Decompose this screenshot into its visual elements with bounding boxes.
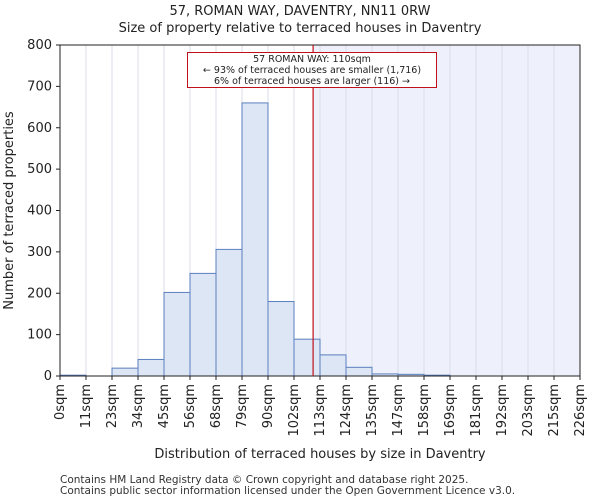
- x-tick-label: 113sqm: [313, 384, 328, 437]
- histogram-bar: [345, 366, 373, 377]
- x-tick-label: 34sqm: [131, 384, 146, 428]
- histogram-bar: [189, 272, 217, 377]
- y-axis-label: Number of terraced properties: [2, 111, 17, 310]
- larger-region-shade: [313, 45, 580, 376]
- x-tick-label: 124sqm: [339, 384, 354, 437]
- x-tick-label: 226sqm: [573, 384, 588, 437]
- x-tick-label: 192sqm: [495, 384, 510, 437]
- y-tick-label: 500: [27, 162, 52, 177]
- y-tick-label: 300: [27, 245, 52, 260]
- histogram-bar: [215, 248, 243, 377]
- chart-title: 57, ROMAN WAY, DAVENTRY, NN11 0RW: [169, 4, 431, 19]
- histogram-bar: [137, 358, 165, 377]
- x-tick-label: 203sqm: [521, 384, 536, 437]
- annotation-line-1: 57 ROMAN WAY: 110sqm: [253, 54, 371, 65]
- x-axis-label: Distribution of terraced houses by size …: [154, 447, 486, 462]
- x-tick-label: 56sqm: [183, 384, 198, 428]
- histogram-bar: [267, 301, 295, 377]
- x-tick-label: 215sqm: [547, 384, 562, 437]
- x-tick-label: 79sqm: [235, 384, 250, 428]
- x-tick-label: 68sqm: [209, 384, 224, 428]
- footer-line-1: Contains HM Land Registry data © Crown c…: [60, 474, 469, 486]
- histogram-bar: [163, 291, 191, 377]
- y-tick-label: 200: [27, 286, 52, 301]
- x-tick-label: 147sqm: [391, 384, 406, 437]
- y-tick-label: 400: [27, 204, 52, 219]
- y-tick-label: 800: [27, 38, 52, 53]
- x-tick-label: 169sqm: [443, 384, 458, 437]
- x-tick-label: 45sqm: [157, 384, 172, 428]
- x-tick-label: 23sqm: [105, 384, 120, 428]
- chart-subtitle: Size of property relative to terraced ho…: [118, 21, 482, 36]
- x-tick-label: 135sqm: [365, 384, 380, 437]
- x-tick-label: 102sqm: [287, 384, 302, 437]
- x-tick-label: 181sqm: [469, 384, 484, 437]
- y-tick-label: 600: [27, 121, 52, 136]
- y-tick-label: 700: [27, 79, 52, 94]
- annotation-line-3: 6% of terraced houses are larger (116) →: [214, 76, 410, 87]
- histogram-bar: [319, 354, 347, 377]
- x-tick-label: 90sqm: [261, 384, 276, 428]
- x-tick-label: 11sqm: [79, 384, 94, 428]
- histogram-bar: [111, 367, 139, 377]
- y-tick-label: 100: [27, 328, 52, 343]
- annotation-line-2: ← 93% of terraced houses are smaller (1,…: [202, 65, 422, 76]
- y-tick-label: 0: [44, 369, 52, 384]
- footer-line-2: Contains public sector information licen…: [60, 485, 516, 497]
- histogram-bar: [293, 338, 321, 377]
- histogram-bar: [241, 102, 269, 377]
- property-annotation: 57 ROMAN WAY: 110sqm ← 93% of terraced h…: [187, 52, 437, 88]
- x-tick-label: 158sqm: [417, 384, 432, 437]
- x-tick-label: 0sqm: [53, 384, 68, 420]
